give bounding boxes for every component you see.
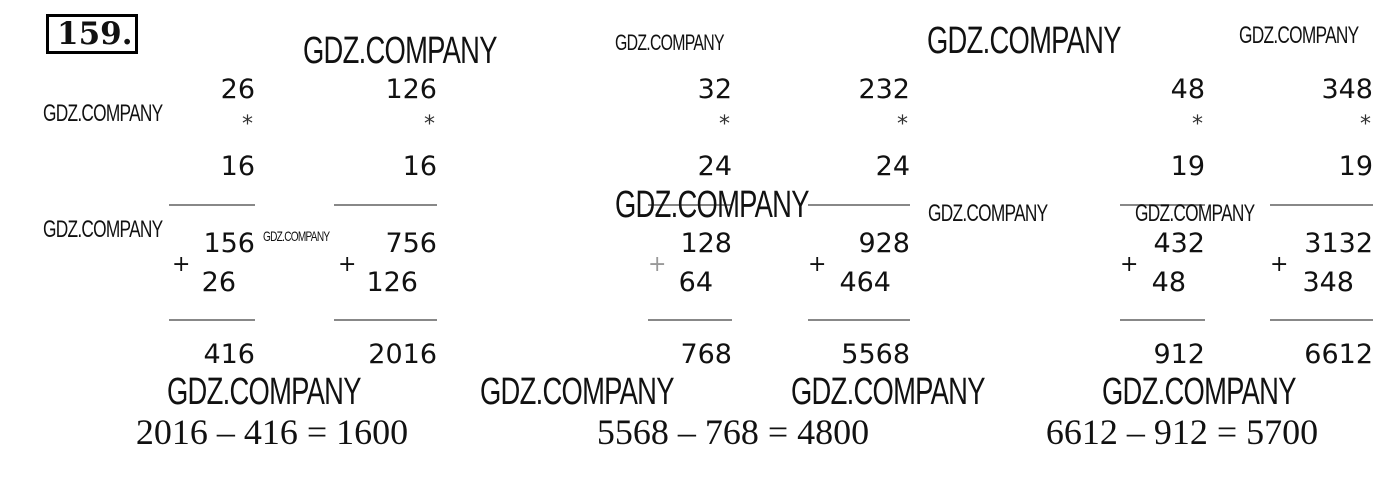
plus-sign: + [172, 252, 191, 277]
partial-product-2: 48 [1151, 267, 1186, 298]
product-result: 416 [203, 339, 255, 370]
plus-sign: + [1270, 252, 1289, 277]
multiply-sign: * [1360, 112, 1371, 137]
factor1: 348 [1321, 74, 1373, 105]
divider-line [1120, 204, 1205, 206]
divider-line [1270, 204, 1373, 206]
factor1: 26 [220, 74, 255, 105]
product-result: 768 [680, 339, 732, 370]
watermark: GDZ.COMPANY [263, 228, 330, 244]
factor2: 24 [875, 151, 910, 182]
problem-number: 159. [46, 14, 138, 54]
multiply-sign: * [719, 112, 730, 137]
multiplication-block: 32 * 24 128 + 64 768 [602, 0, 732, 400]
multiplication-block: 48 * 19 432 + 48 912 [1075, 0, 1205, 400]
plus-sign: + [808, 252, 827, 277]
factor2: 19 [1170, 151, 1205, 182]
multiplication-block: 348 * 19 3132 + 348 6612 [1243, 0, 1373, 400]
divider-line [334, 319, 437, 321]
factor2: 24 [697, 151, 732, 182]
equation: 6612 – 912 = 5700 [1045, 412, 1319, 452]
plus-sign: + [1120, 252, 1139, 277]
factor1: 126 [385, 74, 437, 105]
watermark: GDZ.COMPANY [927, 20, 1121, 62]
partial-product-1: 128 [680, 228, 732, 259]
multiply-sign: * [242, 112, 253, 137]
partial-product-2: 26 [201, 267, 236, 298]
product-result: 5568 [841, 339, 910, 370]
partial-product-1: 432 [1153, 228, 1205, 259]
divider-line [648, 204, 732, 206]
divider-line [334, 204, 437, 206]
factor2: 16 [402, 151, 437, 182]
equation: 2016 – 416 = 1600 [135, 412, 409, 452]
watermark: GDZ.COMPANY [43, 216, 163, 243]
product-result: 6612 [1304, 339, 1373, 370]
factor1: 48 [1170, 74, 1205, 105]
factor2: 19 [1338, 151, 1373, 182]
multiplication-block: 26 * 16 156 + 26 416 [125, 0, 255, 400]
equation: 5568 – 768 = 4800 [596, 412, 870, 452]
divider-line [808, 319, 910, 321]
multiply-sign: * [424, 112, 435, 137]
watermark: GDZ.COMPANY [791, 371, 985, 413]
watermark: GDZ.COMPANY [1102, 371, 1296, 413]
divider-line [648, 319, 732, 321]
multiply-sign: * [1192, 112, 1203, 137]
plus-sign: + [338, 252, 357, 277]
watermark: GDZ.COMPANY [615, 30, 725, 55]
partial-product-1: 756 [385, 228, 437, 259]
watermark: GDZ.COMPANY [928, 200, 1048, 227]
partial-product-2: 464 [839, 267, 891, 298]
plus-sign: + [648, 252, 667, 277]
product-result: 2016 [368, 339, 437, 370]
partial-product-1: 928 [858, 228, 910, 259]
divider-line [808, 204, 910, 206]
watermark: GDZ.COMPANY [480, 371, 674, 413]
partial-product-2: 64 [678, 267, 713, 298]
divider-line [169, 204, 255, 206]
watermark: GDZ.COMPANY [43, 100, 163, 127]
partial-product-2: 126 [366, 267, 418, 298]
partial-product-1: 156 [203, 228, 255, 259]
divider-line [1270, 319, 1373, 321]
multiplication-block: 232 * 24 928 + 464 5568 [780, 0, 910, 400]
factor1: 232 [858, 74, 910, 105]
multiplication-block: 126 * 16 756 + 126 2016 [307, 0, 437, 400]
factor2: 16 [220, 151, 255, 182]
watermark: GDZ.COMPANY [303, 30, 497, 72]
divider-line [1120, 319, 1205, 321]
multiply-sign: * [897, 112, 908, 137]
divider-line [169, 319, 255, 321]
watermark: GDZ.COMPANY [1135, 200, 1255, 227]
factor1: 32 [697, 74, 732, 105]
watermark: GDZ.COMPANY [167, 371, 361, 413]
partial-product-2: 348 [1302, 267, 1354, 298]
partial-product-1: 3132 [1304, 228, 1373, 259]
watermark: GDZ.COMPANY [615, 184, 809, 226]
watermark: GDZ.COMPANY [1239, 22, 1359, 49]
product-result: 912 [1153, 339, 1205, 370]
